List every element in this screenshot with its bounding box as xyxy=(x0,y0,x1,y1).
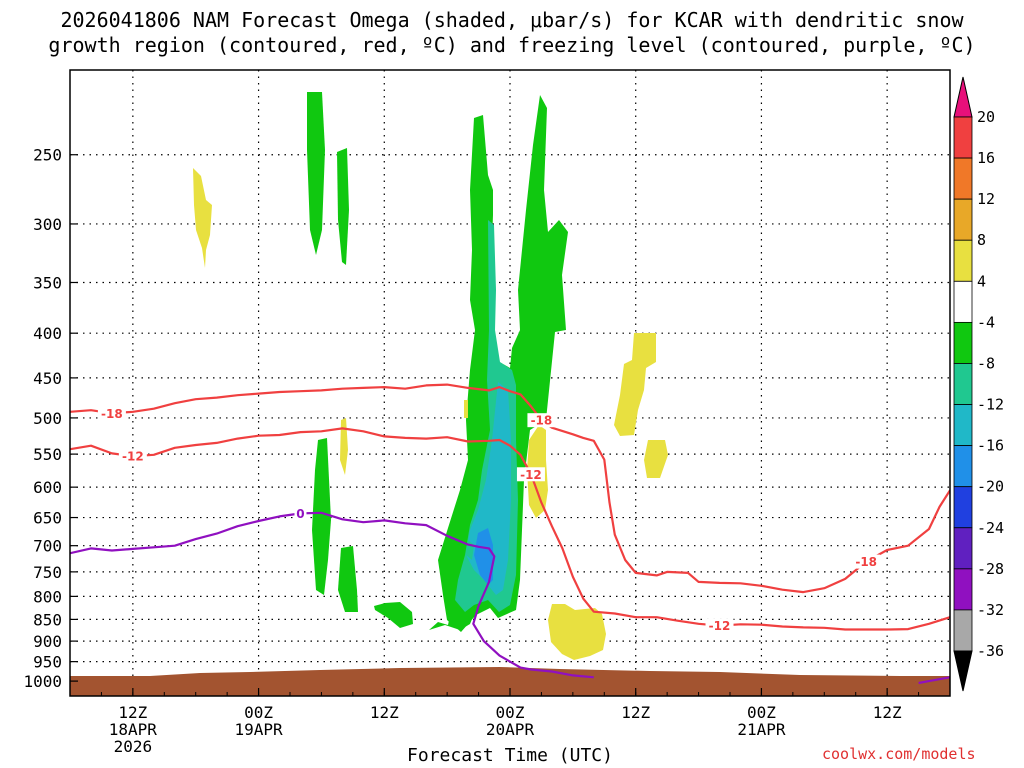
y-tick-label: 450 xyxy=(33,369,62,388)
contour-label-bg xyxy=(527,413,556,428)
colorbar-label: 20 xyxy=(977,108,995,126)
colorbar-swatch xyxy=(953,404,973,447)
y-tick-label: 850 xyxy=(33,610,62,629)
x-tick-label: 18APR xyxy=(109,720,158,739)
colorbar-swatch xyxy=(953,157,973,200)
omega-region xyxy=(193,168,212,268)
y-tick-label: 1000 xyxy=(23,672,62,691)
colorbar-swatch xyxy=(953,321,973,364)
omega-region xyxy=(307,92,325,255)
x-tick-label: 12Z xyxy=(873,703,902,722)
y-tick-label: 750 xyxy=(33,563,62,582)
contour-line xyxy=(918,676,950,685)
colorbar-swatch xyxy=(953,486,973,529)
chart-title-line2: growth region (contoured, red, ºC) and f… xyxy=(48,33,976,57)
omega-region xyxy=(614,333,656,436)
ground-terrain xyxy=(70,667,950,696)
colorbar-label: -16 xyxy=(977,437,1004,455)
omega-region xyxy=(374,602,413,628)
contour-label: -12 xyxy=(520,468,542,482)
credit-link[interactable]: coolwx.com/models xyxy=(822,745,976,763)
y-tick-label: 700 xyxy=(33,537,62,556)
colorbar-label: 4 xyxy=(977,272,986,290)
x-tick-label: 20APR xyxy=(486,720,535,739)
contour-label: 0 xyxy=(296,507,304,521)
colorbar-label: -36 xyxy=(977,642,1004,660)
colorbar-label: -32 xyxy=(977,601,1004,619)
contour-label: -18 xyxy=(101,407,123,421)
colorbar: 20 16 12 8 4 -4 -8 -12 -16 -20 -24 -28 -32 -36 xyxy=(953,76,1004,692)
contour-label-bg xyxy=(852,554,881,569)
contour-label: -12 xyxy=(709,619,731,633)
x-tick-label: 00Z xyxy=(747,703,776,722)
contour-label-bg xyxy=(118,449,147,464)
contour-label-bg xyxy=(97,406,126,421)
omega-region xyxy=(644,440,668,478)
colorbar-label: -20 xyxy=(977,478,1004,496)
omega-region xyxy=(312,438,331,595)
x-tick-label: 00Z xyxy=(244,703,273,722)
colorbar-arrow-bottom xyxy=(953,650,973,692)
y-tick-label: 250 xyxy=(33,146,62,165)
y-tick-label: 300 xyxy=(33,215,62,234)
x-tick-label: 19APR xyxy=(234,720,283,739)
omega-region xyxy=(474,528,493,585)
omega-region xyxy=(337,148,349,265)
y-tick-label: 550 xyxy=(33,445,62,464)
colorbar-label: -8 xyxy=(977,354,995,372)
colorbar-swatch xyxy=(953,568,973,611)
colorbar-label: 16 xyxy=(977,149,995,167)
y-tick-label: 350 xyxy=(33,273,62,292)
x-tick-label: 2026 xyxy=(114,737,153,756)
contour-label: -12 xyxy=(122,450,144,464)
colorbar-swatch xyxy=(953,198,973,241)
y-tick-label: 900 xyxy=(33,632,62,651)
y-tick-label: 650 xyxy=(33,509,62,528)
colorbar-label: -12 xyxy=(977,396,1004,414)
contour-label-bg xyxy=(705,618,734,633)
x-tick-label: 12Z xyxy=(621,703,650,722)
x-tick-label: 00Z xyxy=(496,703,525,722)
omega-region xyxy=(340,418,348,475)
x-tick-label: 21APR xyxy=(737,720,786,739)
y-axis: 250 300 350 400 450 500 550 600 650 700 750 800 850 9… xyxy=(23,146,78,691)
colorbar-label: -4 xyxy=(977,313,995,331)
contour-label: -18 xyxy=(855,555,877,569)
colorbar-swatch xyxy=(953,609,973,652)
contour-label: -18 xyxy=(531,414,553,428)
colorbar-swatch xyxy=(953,527,973,570)
omega-region xyxy=(438,95,568,632)
contour-label-bg xyxy=(516,467,545,482)
colorbar-swatch xyxy=(953,280,973,323)
y-tick-label: 500 xyxy=(33,409,62,428)
colorbar-label: 12 xyxy=(977,190,995,208)
y-tick-label: 600 xyxy=(33,478,62,497)
colorbar-swatch xyxy=(953,239,973,282)
omega-region xyxy=(548,604,606,660)
colorbar-label: -28 xyxy=(977,560,1004,578)
colorbar-swatch xyxy=(953,445,973,488)
colorbar-arrow-top xyxy=(953,76,973,118)
contour-label-bg xyxy=(294,506,307,521)
colorbar-swatch xyxy=(953,363,973,405)
y-tick-label: 400 xyxy=(33,324,62,343)
omega-region xyxy=(464,400,468,418)
omega-region xyxy=(338,546,358,612)
colorbar-swatch xyxy=(953,116,973,159)
colorbar-label: -24 xyxy=(977,519,1004,537)
y-tick-label: 800 xyxy=(33,587,62,606)
omega-shading xyxy=(193,92,668,660)
x-tick-label: 12Z xyxy=(118,703,147,722)
chart-title-line1: 2026041806 NAM Forecast Omega (shaded, μ… xyxy=(60,8,964,32)
contour-labels: -18 -18 -18 -12 -12 -12 0 xyxy=(97,406,881,633)
y-tick-label: 950 xyxy=(33,653,62,672)
x-axis-title: Forecast Time (UTC) xyxy=(407,745,613,766)
x-tick-label: 12Z xyxy=(370,703,399,722)
contour-line xyxy=(70,427,950,631)
contour-line xyxy=(70,511,594,679)
colorbar-label: 8 xyxy=(977,231,986,249)
